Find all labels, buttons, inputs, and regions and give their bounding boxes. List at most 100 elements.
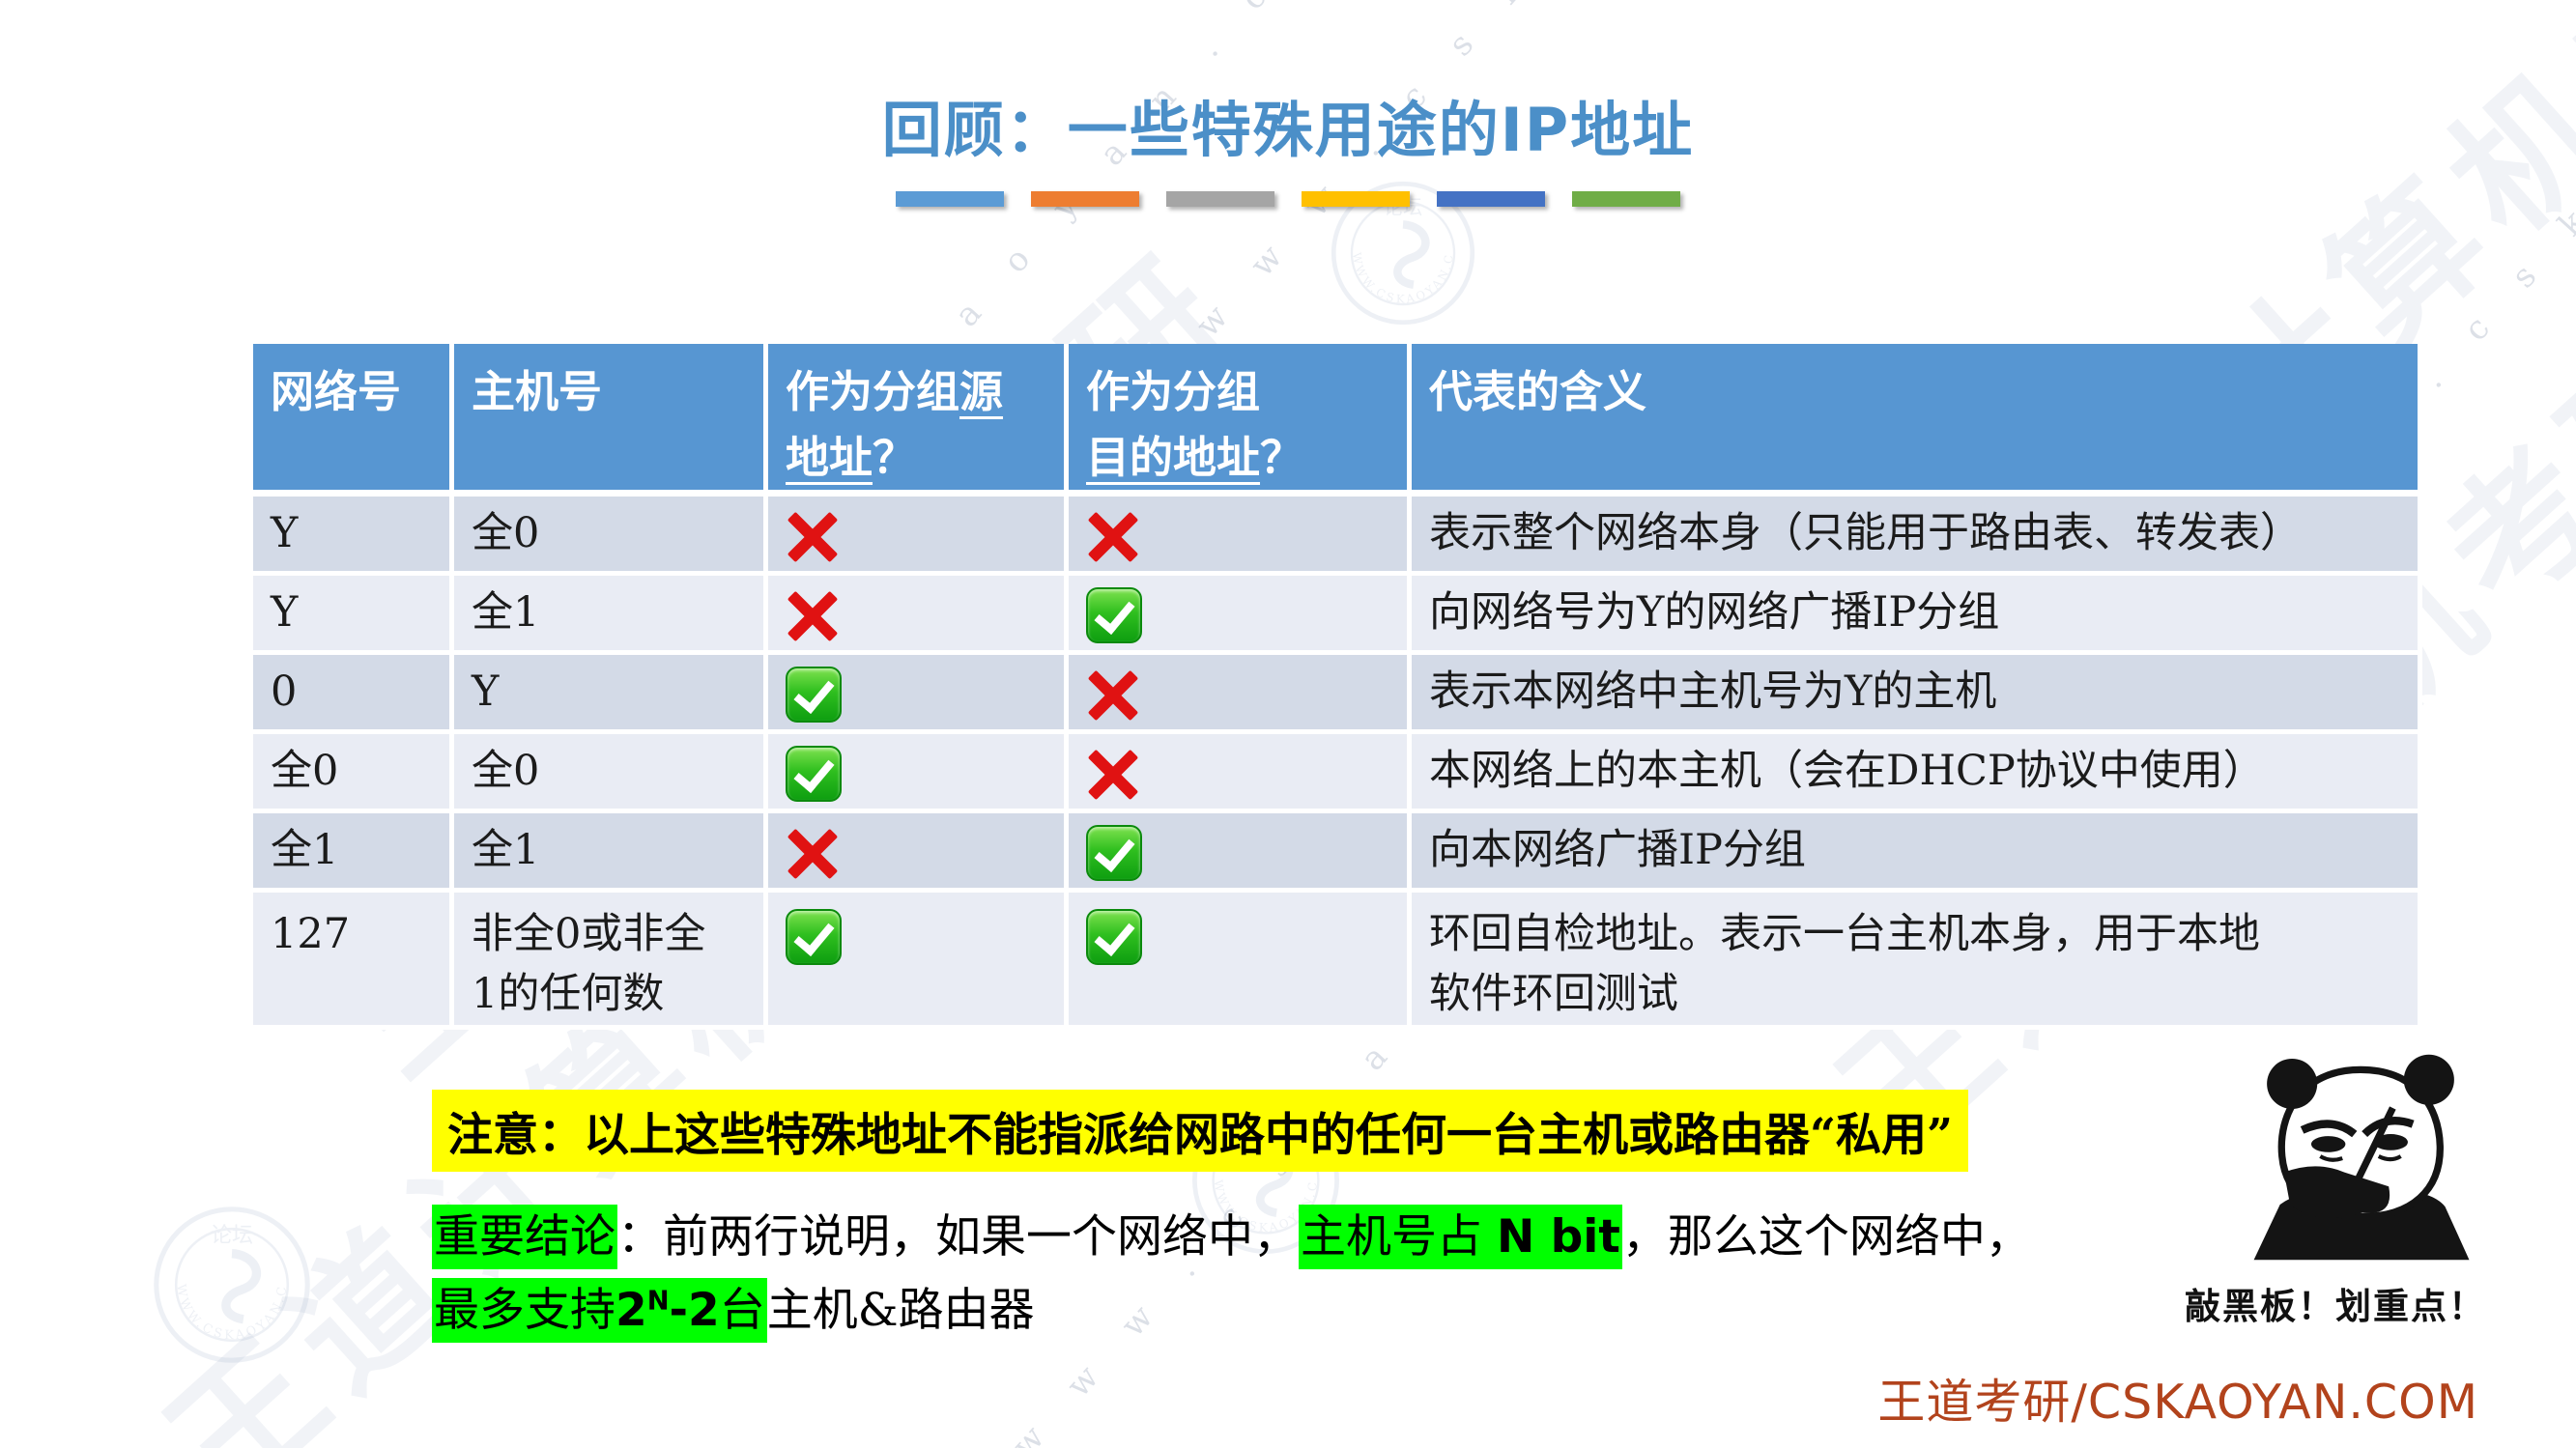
cell-source (768, 893, 1069, 1030)
cell-network: 127 (253, 893, 454, 1030)
header-underlined-text: 源 (959, 366, 1004, 417)
cell-source (768, 655, 1069, 734)
cell-text: 向网络号为Y的网络广播IP分组 (1429, 588, 2000, 638)
accent-bar (1031, 191, 1139, 207)
table-row: 全1 全1 向本网络广播IP分组 (253, 813, 2422, 893)
header-underlined-text: 地址 (786, 431, 873, 483)
conclusion-text: 主机号占 (1301, 1210, 1497, 1263)
brand-footer: 王道考研/CSKAOYAN.COM (1877, 1375, 2478, 1430)
cell-text: 向本网络广播IP分组 (1429, 826, 1806, 875)
conclusion-text: ：前两行说明，如果一个网络中， (617, 1210, 1299, 1263)
table-row: Y 全1 向网络号为Y的网络广播IP分组 (253, 576, 2422, 655)
header-label: 网络号 (271, 366, 402, 417)
col-header-source-address: 作为分组源 地址？ (768, 344, 1069, 497)
cell-host: 全0 (454, 734, 768, 813)
cross-icon (786, 827, 838, 879)
conclusion-text: 主机&路由器 (766, 1284, 1035, 1337)
cell-destination (1069, 813, 1412, 893)
cell-text: 本网络上的本主机（会在DHCP协议中使用） (1429, 747, 2265, 796)
cell-source (768, 734, 1069, 813)
cell-meaning: 环回自检地址。表示一台主机本身，用于本地 软件环回测试 (1412, 893, 2422, 1030)
header-label: 主机号 (472, 366, 603, 417)
cell-destination (1069, 734, 1412, 813)
check-icon (1086, 825, 1142, 881)
col-header-destination-address: 作为分组 目的地址？ (1069, 344, 1412, 497)
highlight-host-bits: 主机号占 N bit (1299, 1205, 1622, 1269)
panda-meme-image (2253, 1054, 2470, 1261)
cell-text: 全1 (472, 826, 540, 875)
cell-network: 全1 (253, 813, 454, 893)
cell-source (768, 813, 1069, 893)
header-text: ？ (873, 431, 917, 483)
title-accent-bars (0, 191, 2576, 207)
cross-icon (1086, 510, 1138, 562)
cell-text: Y (472, 667, 500, 717)
cell-host: 全0 (454, 497, 768, 576)
cell-destination (1069, 655, 1412, 734)
cell-text: 127 (271, 910, 351, 958)
cell-network: 全0 (253, 734, 454, 813)
table-header-row: 网络号 主机号 作为分组源 地址？ 作为分组 目的地址？ 代表的含义 (253, 344, 2422, 497)
page-title: 回顾：一些特殊用途的IP地址 (881, 95, 1695, 165)
check-icon (786, 667, 842, 723)
conclusion-text: ，那么这个网络中， (1621, 1210, 2031, 1263)
cross-icon (786, 510, 838, 562)
table-row: 127 非全0或非全 1的任何数 环回自检地址。表示一台主机本身，用于本地 软件… (253, 893, 2422, 1030)
cell-network: Y (253, 497, 454, 576)
cross-icon (1086, 668, 1138, 721)
accent-bar (1302, 191, 1410, 207)
accent-bar (1572, 191, 1680, 207)
cell-meaning: 本网络上的本主机（会在DHCP协议中使用） (1412, 734, 2422, 813)
key-conclusion: 重要结论：前两行说明，如果一个网络中，主机号占 N bit，那么这个网络中， 最… (432, 1201, 2152, 1348)
cell-source (768, 576, 1069, 655)
header-label: 代表的含义 (1429, 366, 1647, 417)
check-icon (786, 909, 842, 965)
warning-note: 注意：以上这些特殊地址不能指派给网路中的任何一台主机或路由器“私用” (432, 1090, 1969, 1172)
cell-meaning: 向网络号为Y的网络广播IP分组 (1412, 576, 2422, 655)
header-text: ？ (1260, 431, 1304, 483)
table-row: 全0 全0 本网络上的本主机（会在DHCP协议中使用） (253, 734, 2422, 813)
cell-host: 全1 (454, 813, 768, 893)
col-header-meaning: 代表的含义 (1412, 344, 2422, 497)
highlight-conclusion-label: 重要结论 (432, 1205, 617, 1269)
conclusion-text: 2 (615, 1284, 647, 1337)
accent-bar (896, 191, 1004, 207)
cell-text: 全0 (472, 747, 540, 796)
special-ip-table: 网络号 主机号 作为分组源 地址？ 作为分组 目的地址？ 代表的含义 Y 全0 … (253, 344, 2422, 1030)
check-icon (1086, 909, 1142, 965)
watermark-seal (150, 1203, 314, 1367)
cell-text: 全0 (472, 509, 540, 558)
cell-text: Y (271, 588, 299, 638)
meme-caption: 敲黑板！划重点！ (2185, 1286, 2486, 1327)
table-row: Y 全0 表示整个网络本身（只能用于路由表、转发表） (253, 497, 2422, 576)
check-icon (1086, 587, 1142, 643)
conclusion-text: N bit (1496, 1210, 1620, 1263)
check-icon (786, 746, 842, 802)
cell-text: 0 (271, 667, 298, 717)
cross-icon (786, 589, 838, 641)
cell-text: 环回自检地址。表示一台主机本身，用于本地 软件环回测试 (1429, 910, 2260, 1019)
table-row: 0 Y 表示本网络中主机号为Y的主机 (253, 655, 2422, 734)
cell-text: 全0 (271, 747, 339, 796)
header-underlined-text: 目的地址 (1086, 431, 1261, 483)
conclusion-text: 最多支持 (434, 1284, 615, 1337)
col-header-host: 主机号 (454, 344, 768, 497)
watermark-site-text: w w w . c s k a o y a n . c o m (1188, 0, 1983, 345)
accent-bar (1437, 191, 1545, 207)
highlight-max-hosts: 最多支持2N-2台 (432, 1278, 767, 1343)
cross-icon (1086, 748, 1138, 800)
cell-network: Y (253, 576, 454, 655)
cell-source (768, 497, 1069, 576)
conclusion-text: -2 (669, 1284, 720, 1337)
cell-text: 全1 (271, 826, 339, 875)
cell-text: 表示本网络中主机号为Y的主机 (1429, 667, 1997, 717)
cell-text: 全1 (472, 588, 540, 638)
cell-text: 非全0或非全 1的任何数 (472, 910, 706, 1019)
accent-bar (1166, 191, 1274, 207)
conclusion-text: 台 (719, 1284, 765, 1337)
col-header-network: 网络号 (253, 344, 454, 497)
cell-text: Y (271, 509, 299, 558)
header-text: 作为分组 (786, 366, 960, 417)
cell-host: Y (454, 655, 768, 734)
